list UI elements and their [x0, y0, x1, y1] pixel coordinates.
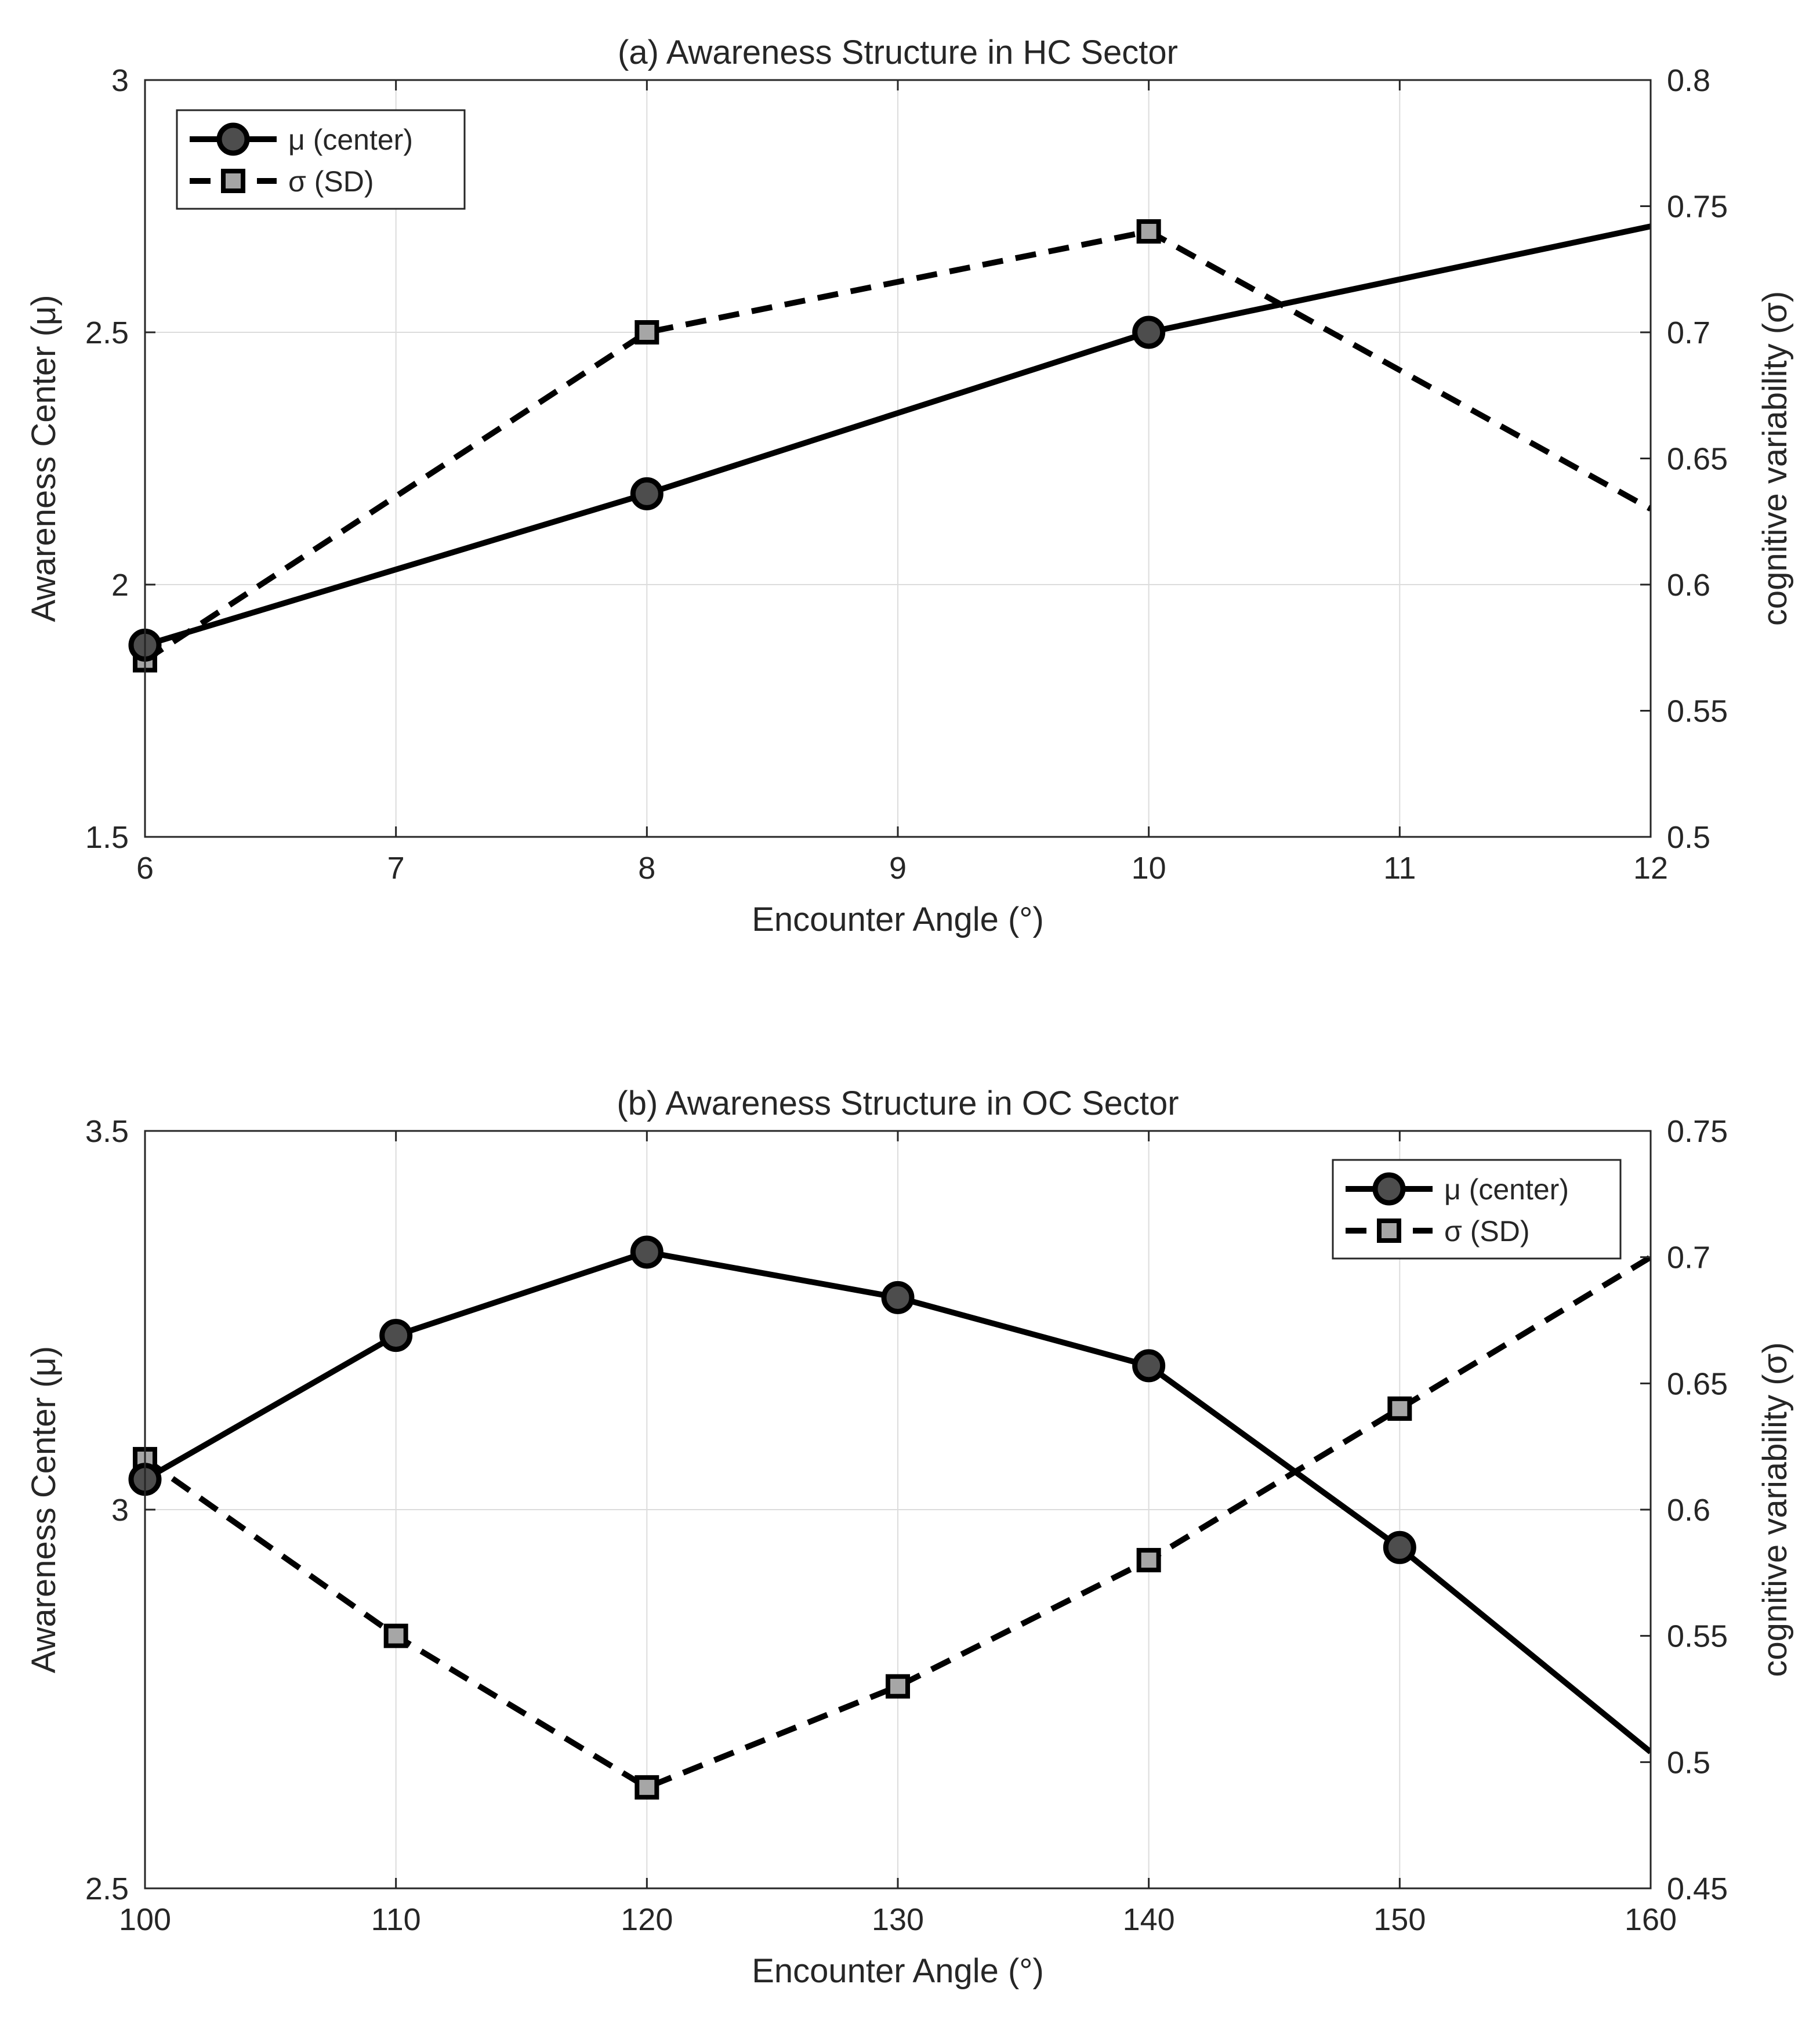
y-right-tick-label: 0.45 [1667, 1872, 1728, 1906]
mu-point [1383, 1531, 1416, 1564]
x-tick-label: 12 [1633, 851, 1668, 886]
y-right-axis-label: cognitive variability (σ) [1756, 291, 1794, 626]
legend-label: σ (SD) [288, 165, 374, 198]
sigma-point [1136, 219, 1161, 244]
x-tick-label: 160 [1625, 1902, 1677, 1937]
y-left-tick-label: 3 [111, 1493, 129, 1528]
mu-series-line [145, 223, 1651, 648]
chart-panel-a: 6 7 8 9 10 11 12 1.5 2 2.5 3 0.5 0.55 0.6 0.65 0.7 0.75 0… [25, 34, 1794, 938]
y-right-tick-label: 0.6 [1667, 1493, 1710, 1528]
y-right-tick-label: 0.55 [1667, 694, 1728, 729]
y-right-tick-label: 0.75 [1667, 1114, 1728, 1149]
chart-title: (a) Awareness Structure in HC Sector [618, 34, 1178, 71]
sigma-point [635, 1775, 659, 1800]
y-right-tick-label: 0.7 [1667, 1241, 1710, 1275]
y-right-tick-label: 0.7 [1667, 315, 1710, 350]
sigma-point [635, 320, 659, 344]
x-tick-label: 130 [872, 1902, 924, 1937]
x-tick-label: 6 [136, 851, 154, 886]
x-tick-label: 150 [1373, 1902, 1426, 1937]
y-right-tick-label: 0.8 [1667, 63, 1710, 98]
y-left-axis-label: Awareness Center (μ) [25, 1346, 63, 1673]
y-right-axis-label: cognitive variability (σ) [1756, 1342, 1794, 1677]
y-right-tick-label: 0.5 [1667, 820, 1710, 855]
x-tick-label: 10 [1132, 851, 1166, 886]
mu-point [1132, 1349, 1166, 1383]
y-left-tick-label: 1.5 [85, 820, 129, 855]
legend-marker-square [1377, 1218, 1401, 1243]
mu-point [379, 1319, 413, 1352]
y-left-tick-label: 2.5 [85, 315, 129, 350]
y-left-tick-label: 2 [111, 568, 129, 603]
y-left-axis-label: Awareness Center (μ) [25, 295, 63, 622]
y-right-tick-label: 0.65 [1667, 442, 1728, 477]
y-left-tick-label: 3.5 [85, 1114, 129, 1149]
sigma-point [1387, 1396, 1412, 1421]
legend-marker-circle [1372, 1172, 1406, 1206]
sigma-series-line [145, 229, 1651, 663]
mu-point [1132, 315, 1166, 349]
legend: μ (center) σ (SD) [176, 109, 466, 210]
x-tick-label: 140 [1123, 1902, 1175, 1937]
y-right-tick-label: 0.75 [1667, 190, 1728, 224]
legend-label: μ (center) [1444, 1173, 1569, 1206]
legend-label: σ (SD) [1444, 1215, 1530, 1247]
x-axis-label: Encounter Angle (°) [752, 1952, 1044, 1990]
y-right-tick-label: 0.55 [1667, 1619, 1728, 1654]
chart-panel-b: 100 110 120 130 140 150 160 2.5 3 3.5 0.45 0.5 0.55 0… [25, 1085, 1794, 1990]
x-tick-label: 11 [1383, 851, 1416, 886]
sigma-point [383, 1623, 408, 1648]
y-left-tick-label: 3 [111, 63, 129, 98]
x-tick-label: 9 [889, 851, 907, 886]
x-tick-label: 100 [119, 1902, 171, 1937]
legend-marker-square [221, 169, 245, 193]
x-tick-label: 120 [621, 1902, 673, 1937]
x-tick-label: 8 [638, 851, 655, 886]
mu-point [881, 1281, 915, 1314]
x-tick-label: 110 [371, 1902, 421, 1937]
y-left-tick-label: 2.5 [85, 1872, 129, 1906]
legend: μ (center) σ (SD) [1332, 1159, 1622, 1260]
x-axis-label: Encounter Angle (°) [752, 901, 1044, 938]
sigma-point [886, 1674, 910, 1699]
mu-point [630, 1235, 664, 1269]
y-right-tick-label: 0.65 [1667, 1366, 1728, 1401]
legend-label: μ (center) [288, 124, 413, 156]
mu-point [630, 477, 664, 510]
chart-title: (b) Awareness Structure in OC Sector [617, 1085, 1179, 1122]
legend-marker-circle [216, 122, 250, 156]
y-right-tick-label: 0.5 [1667, 1745, 1710, 1780]
x-tick-label: 7 [387, 851, 405, 886]
y-right-tick-label: 0.6 [1667, 568, 1710, 603]
sigma-point [1136, 1548, 1161, 1573]
